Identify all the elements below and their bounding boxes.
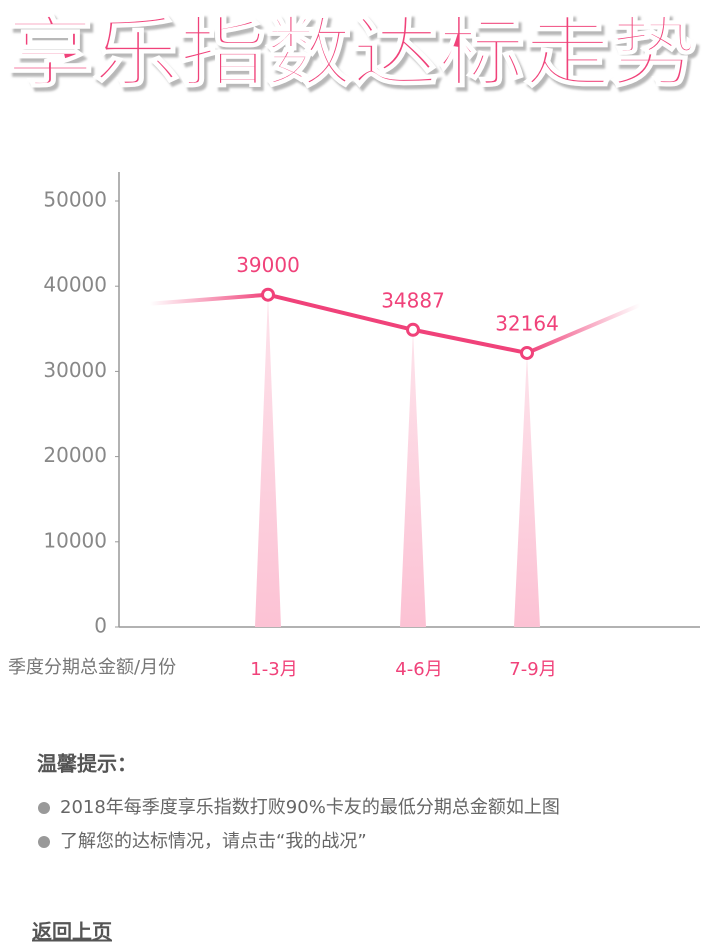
tip-text: 2018年每季度享乐指数打败90%卡友的最低分期总金额如上图	[60, 797, 560, 818]
y-tick-label: 10000	[43, 528, 107, 552]
page-title: 享乐指数达标走势	[7, 8, 697, 97]
spike	[400, 329, 426, 627]
x-axis-label: 季度分期总金额/月份	[8, 657, 176, 678]
data-label: 34887	[381, 288, 445, 312]
bullet	[38, 802, 50, 814]
data-label: 32164	[495, 311, 559, 335]
y-tick-label: 50000	[43, 188, 107, 212]
line-fade	[149, 292, 269, 306]
data-label: 39000	[236, 253, 300, 277]
tips-title: 温馨提示：	[37, 752, 137, 776]
y-tick-label: 40000	[43, 273, 107, 297]
line-fade	[526, 303, 641, 355]
point	[520, 345, 534, 360]
y-tick-label: 20000	[43, 443, 107, 467]
x-tick-label: 7-9月	[509, 659, 556, 680]
x-tick-label: 1-3月	[250, 659, 297, 680]
back-link[interactable]: 返回上页	[32, 920, 112, 944]
point	[406, 322, 420, 337]
tip-text: 了解您的达标情况，请点击“我的战况”	[60, 831, 367, 852]
x-tick-label: 4-6月	[395, 659, 442, 680]
spike	[255, 294, 281, 627]
y-tick-label: 0	[94, 614, 107, 638]
spike	[514, 352, 540, 627]
y-tick-label: 30000	[43, 358, 107, 382]
point	[261, 287, 275, 302]
bullet	[38, 836, 50, 848]
